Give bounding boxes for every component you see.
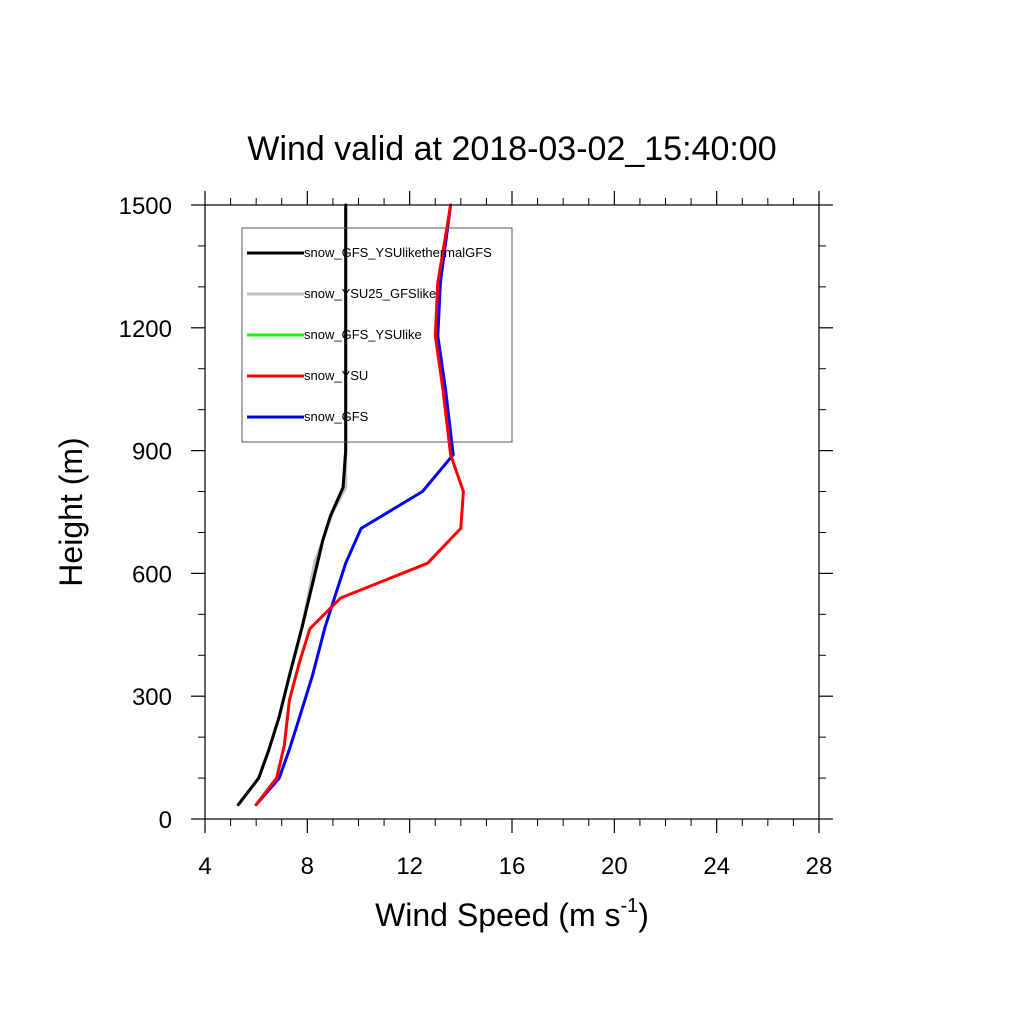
x-axis-label-main: Wind Speed (m s xyxy=(375,897,620,933)
legend: snow_GFS_YSUlikethermalGFS snow_YSU25_GFS… xyxy=(241,227,513,443)
legend-label-snow_GFS_YSUlikethermalGFS: snow_GFS_YSUlikethermalGFS xyxy=(304,245,492,260)
legend-label-snow_GFS: snow_GFS xyxy=(304,409,369,424)
y-tick-label: 600 xyxy=(132,561,172,588)
legend-label-snow_YSU25_GFSlike: snow_YSU25_GFSlike xyxy=(304,286,436,301)
plot-series-group xyxy=(236,203,465,807)
x-tick-label: 12 xyxy=(396,853,423,880)
axis-ticks-group: 4 8 12 16 20 24 28 0 300 600 900 1200 1500 xyxy=(119,191,833,880)
x-tick-label: 28 xyxy=(806,853,833,880)
series-line-snow_YSU xyxy=(254,203,465,807)
x-tick-label: 24 xyxy=(703,853,730,880)
legend-label-snow_GFS_YSUlike: snow_GFS_YSUlike xyxy=(304,327,422,342)
y-tick-label: 1500 xyxy=(119,193,172,220)
y-axis-label: Height (m) xyxy=(53,437,89,586)
x-tick-label: 16 xyxy=(499,853,526,880)
y-tick-label: 1200 xyxy=(119,316,172,343)
legend-label-snow_YSU: snow_YSU xyxy=(304,368,368,383)
x-axis-label-end: ) xyxy=(638,897,649,933)
chart-title: Wind valid at 2018-03-02_15:40:00 xyxy=(247,130,776,168)
y-tick-label: 900 xyxy=(132,439,172,466)
series-line-snow_GFS xyxy=(254,203,455,807)
y-tick-label: 300 xyxy=(132,684,172,711)
x-axis-label-superscript: -1 xyxy=(620,895,638,917)
legend-box xyxy=(241,227,513,443)
x-axis-label: Wind Speed (m s-1) xyxy=(375,895,649,933)
x-tick-label: 8 xyxy=(301,853,314,880)
y-tick-label: 0 xyxy=(159,807,172,834)
x-tick-label: 20 xyxy=(601,853,628,880)
series-line-snow_GFS_YSUlikethermalGFS xyxy=(236,203,348,807)
x-tick-label: 4 xyxy=(198,853,211,880)
